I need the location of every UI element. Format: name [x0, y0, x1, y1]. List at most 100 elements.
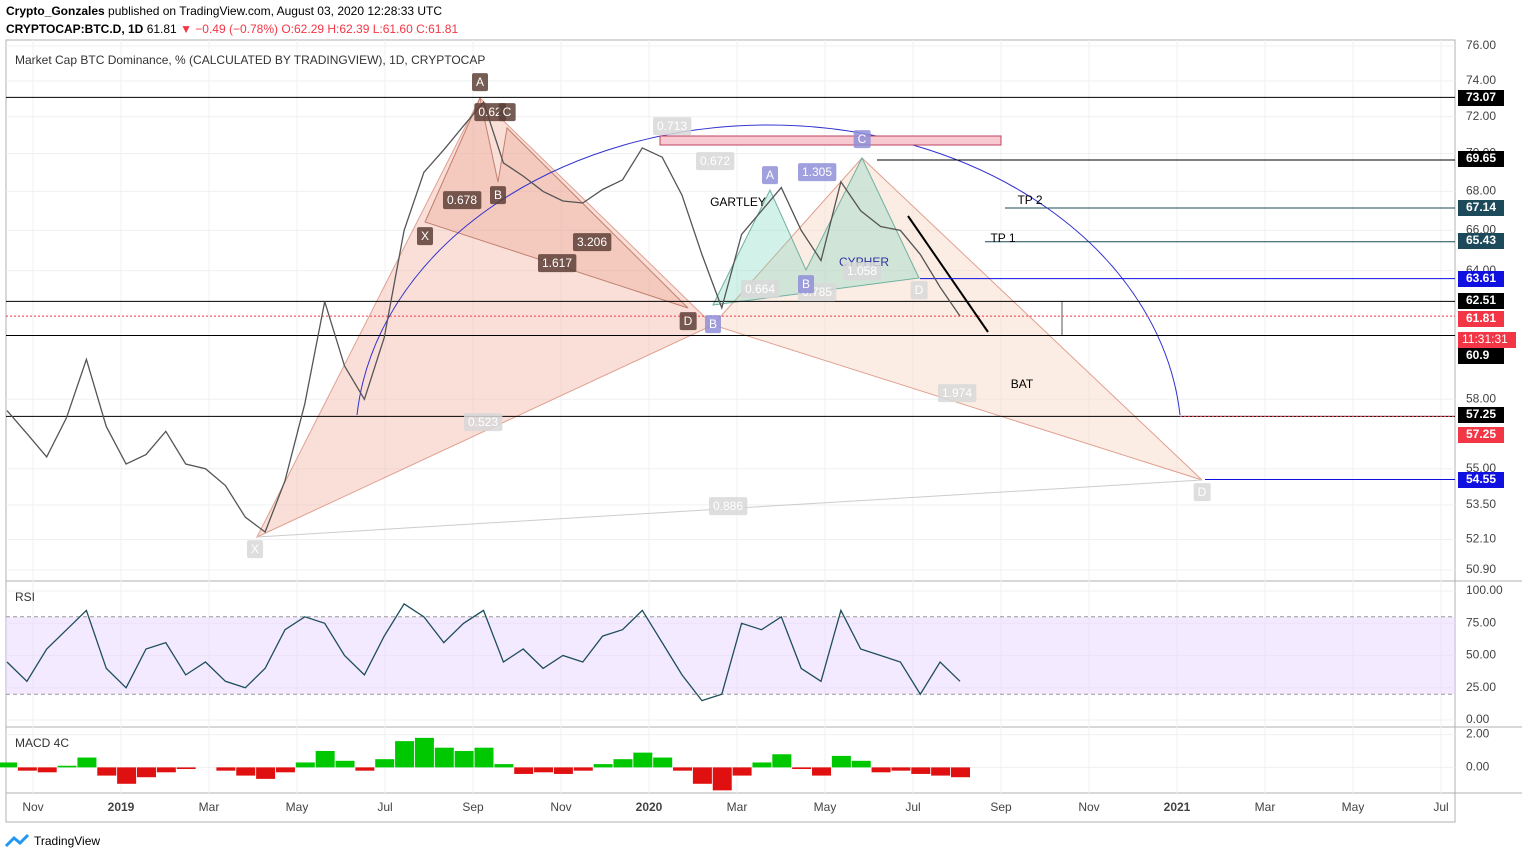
- macd-bar: [454, 750, 474, 768]
- arc: [356, 124, 1181, 416]
- pattern-label-box: [416, 227, 434, 246]
- pattern-label: D: [915, 283, 924, 297]
- x-tick-label: Nov: [22, 800, 43, 814]
- price-tag-label: 61.81: [1466, 311, 1496, 325]
- price-tag: [1458, 151, 1504, 167]
- macd-bar: [355, 767, 375, 771]
- x-tick-label: Nov: [1078, 800, 1099, 814]
- symbol: CRYPTOCAP:BTC.D, 1D: [6, 22, 144, 36]
- pattern-label: 1.305: [802, 165, 832, 179]
- macd-bar: [395, 741, 415, 768]
- pattern-label-box: [740, 280, 780, 299]
- price-tag: [1458, 90, 1504, 106]
- price-tag: [1458, 311, 1504, 327]
- pattern-label: B: [494, 188, 502, 202]
- macd-bar: [812, 767, 832, 776]
- pattern-label: B: [802, 277, 810, 291]
- pattern-label: TP 1: [990, 231, 1015, 245]
- macd-bar: [831, 755, 851, 768]
- x-tick-label: Mar: [199, 800, 220, 814]
- x-tick-label: Jul: [377, 800, 392, 814]
- pattern-label-box: [937, 384, 977, 403]
- pattern-label: 0.678: [447, 193, 477, 207]
- macd-bar: [772, 754, 792, 768]
- pattern-label: D: [684, 314, 693, 328]
- x-tick-label: Jul: [905, 800, 920, 814]
- macd-bar: [77, 757, 97, 768]
- x-tick-label: May: [286, 800, 309, 814]
- macd-bar: [216, 767, 236, 771]
- macd-bar: [295, 762, 315, 768]
- pattern-label-box: [474, 103, 507, 122]
- price-tag-label: 57.25: [1466, 427, 1496, 441]
- y-tick-label: 53.50: [1466, 497, 1496, 511]
- x-tick-label: 2020: [636, 800, 663, 814]
- y-tick-label: 55.00: [1466, 461, 1496, 475]
- pattern-label: BAT: [1011, 377, 1034, 391]
- macd-bar: [17, 767, 37, 771]
- macd-bar: [653, 757, 673, 768]
- x-tick-label: Nov: [550, 800, 571, 814]
- price-tag-label: 63.61: [1466, 271, 1496, 285]
- countdown-tag: [1458, 332, 1516, 348]
- pattern-label-box: [853, 130, 871, 149]
- pattern-label: X: [421, 229, 429, 243]
- pattern-label-box: [471, 73, 489, 92]
- bat-bcd: [712, 157, 1203, 481]
- macd-bar: [891, 767, 911, 771]
- y-tick-label: 74.00: [1466, 73, 1496, 87]
- price-tag-label: 69.65: [1466, 151, 1496, 165]
- pattern-label-box: [761, 166, 779, 185]
- price-tag: [1458, 293, 1504, 309]
- pattern-label: 3.206: [577, 235, 607, 249]
- pattern-label-box: [537, 254, 577, 273]
- macd-bar: [97, 767, 117, 776]
- macd-bar: [434, 747, 454, 768]
- macd-bar: [236, 767, 256, 776]
- y-tick-label: 0.00: [1466, 760, 1490, 774]
- x-tick-label: 2021: [1164, 800, 1191, 814]
- price-tag-label: 65.43: [1466, 233, 1496, 247]
- logo: [4, 833, 30, 848]
- macd-bar: [712, 767, 732, 791]
- main-title: Market Cap BTC Dominance, % (CALCULATED …: [15, 53, 485, 67]
- macd-bar: [37, 767, 57, 773]
- pattern-label: GARTLEY: [710, 195, 766, 209]
- pattern-label-box: [797, 163, 837, 182]
- macd-bar: [117, 767, 137, 784]
- pattern-label: 0.713: [657, 119, 687, 133]
- pattern-label: B: [709, 317, 717, 331]
- macd-bar: [375, 759, 395, 768]
- x-tick-label: Mar: [1255, 800, 1276, 814]
- pattern-label: A: [766, 168, 774, 182]
- pattern-label: 0.886: [713, 499, 743, 513]
- x-tick-label: Sep: [462, 800, 484, 814]
- pattern-label: TP 2: [1017, 193, 1042, 207]
- price-tag: [1458, 348, 1504, 364]
- macd-bar: [792, 767, 812, 770]
- macd-bar: [57, 765, 77, 768]
- rsi-title: RSI: [15, 590, 35, 604]
- x-tick-label: May: [1342, 800, 1365, 814]
- pattern-label-box: [572, 233, 612, 252]
- price-tag: [1458, 472, 1504, 488]
- pattern-label-box: [910, 281, 928, 300]
- macd-bar: [732, 767, 752, 776]
- macd-bar: [275, 767, 295, 773]
- macd-bar: [176, 767, 196, 770]
- author: Crypto_Gonzales: [6, 4, 105, 18]
- macd-bar: [534, 767, 554, 773]
- price-tag: [1458, 427, 1504, 443]
- y-tick-label: 25.00: [1466, 680, 1496, 694]
- pattern-label: 1.974: [942, 386, 972, 400]
- macd-bar: [931, 767, 951, 776]
- last-price: 61.81: [147, 22, 177, 36]
- pattern-label-box: [489, 186, 507, 205]
- pattern-label: X: [251, 542, 259, 556]
- macd-bar: [613, 759, 633, 768]
- macd-bar: [911, 767, 931, 774]
- macd-bar: [673, 767, 693, 771]
- x-tick-label: Jul: [1433, 800, 1448, 814]
- macd-bar: [752, 762, 772, 768]
- trend-line: [907, 215, 989, 333]
